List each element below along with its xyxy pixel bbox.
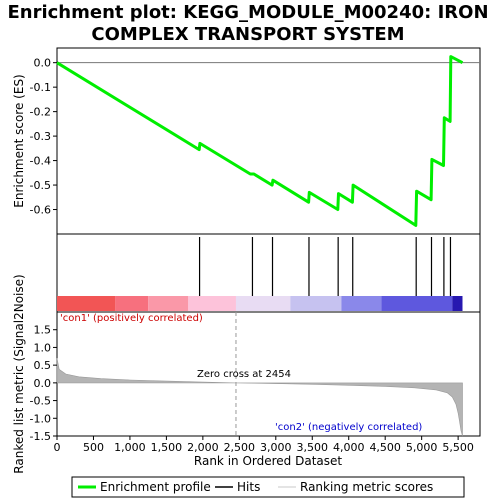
- es-y-tick-label: -0.3: [30, 130, 51, 143]
- metric-y-tick-label: -1.5: [30, 430, 51, 443]
- legend-ranking-metric-scores: Ranking metric scores: [300, 480, 433, 494]
- heatmap-band: [115, 296, 149, 311]
- es-y-tick-label: -0.5: [30, 179, 51, 192]
- metric-y-axis-label: Ranked list metric (Signal2Noise): [12, 274, 26, 473]
- ranking-metric-area: [56, 358, 463, 437]
- x-tick-label: 2,000: [187, 441, 219, 454]
- es-y-axis-label: Enrichment score (ES): [12, 74, 26, 207]
- heatmap-band: [57, 296, 116, 311]
- metric-y-tick-label: 0.0: [34, 377, 52, 390]
- x-tick-label: 3,000: [260, 441, 292, 454]
- metric-y-tick-label: -1.0: [30, 412, 51, 425]
- es-y-tick-label: -0.6: [30, 204, 51, 217]
- es-y-tick-label: -0.2: [30, 106, 51, 119]
- x-tick-label: 5,500: [442, 441, 474, 454]
- chart-title-line-1: Enrichment plot: KEGG_MODULE_M00240: IRO…: [7, 2, 488, 23]
- x-tick-label: 0: [54, 441, 61, 454]
- x-tick-label: 2,500: [224, 441, 256, 454]
- heatmap-band: [235, 296, 291, 311]
- enrichment-profile-line: [56, 55, 464, 227]
- chart-title-line-2: COMPLEX TRANSPORT SYSTEM: [91, 24, 404, 45]
- x-tick-label: 4,500: [369, 441, 401, 454]
- heatmap-band: [341, 296, 382, 311]
- metric-y-tick-label: 0.5: [34, 359, 52, 372]
- es-y-tick-label: 0.0: [34, 57, 52, 70]
- positive-correlation-label: 'con1' (positively correlated): [60, 313, 203, 324]
- legend-hits: Hits: [237, 480, 260, 494]
- heatmap-band: [381, 296, 453, 311]
- metric-y-tick-label: -0.5: [30, 395, 51, 408]
- legend-box: [71, 476, 465, 498]
- x-tick-label: 5,000: [406, 441, 438, 454]
- heatmap-band: [148, 296, 189, 311]
- x-tick-label: 1,000: [114, 441, 146, 454]
- x-tick-label: 3,500: [297, 441, 329, 454]
- es-y-tick-label: -0.1: [30, 81, 51, 94]
- heatmap-band: [188, 296, 236, 311]
- legend: Enrichment profile Hits Ranking metric s…: [71, 476, 465, 498]
- heatmap-band: [452, 296, 463, 311]
- metric-y-tick-label: 1.0: [34, 341, 52, 354]
- x-tick-label: 4,000: [333, 441, 365, 454]
- negative-correlation-label: 'con2' (negatively correlated): [275, 422, 422, 433]
- legend-enrichment-profile: Enrichment profile: [100, 480, 211, 494]
- zero-cross-label: Zero cross at 2454: [197, 369, 291, 380]
- x-tick-label: 500: [83, 441, 104, 454]
- heatmap-band: [290, 296, 342, 311]
- es-y-tick-label: -0.4: [30, 155, 51, 168]
- x-axis-label: Rank in Ordered Dataset: [194, 454, 342, 468]
- metric-y-tick-label: 1.5: [34, 324, 52, 337]
- x-tick-label: 1,500: [151, 441, 183, 454]
